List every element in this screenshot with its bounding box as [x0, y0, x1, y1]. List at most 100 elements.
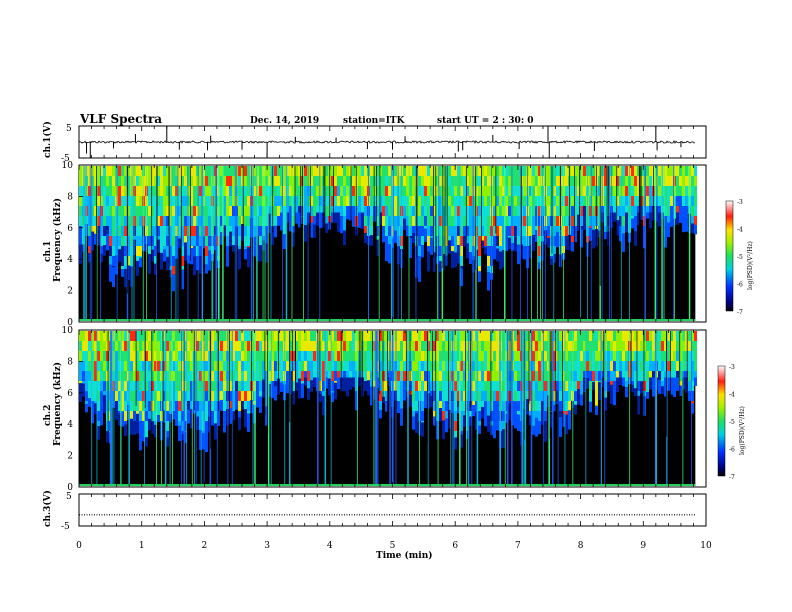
ch2-spec-cell-75 — [103, 391, 106, 396]
ch2-spec-cell-1532 — [592, 382, 595, 391]
ch1-spec-cell-1145 — [469, 216, 472, 226]
ch1-spec-cell-151 — [124, 266, 127, 270]
ch1-spec-cell-1201 — [484, 247, 487, 255]
ch1-spec-cell-1354 — [532, 226, 535, 236]
ch1-spec-cell-555 — [247, 226, 250, 236]
ch2-spec-cell-567 — [247, 411, 250, 414]
ch1-spec-cell-186 — [136, 176, 139, 186]
ch2-spec-cell-191 — [139, 341, 142, 351]
ch1-spec-cell-296 — [169, 166, 172, 176]
ch2-spec-cell-960 — [412, 416, 415, 430]
ch2-spec-cell-18 — [85, 371, 88, 381]
ch2-spec-cell-1631 — [637, 351, 640, 361]
ch1-spec-cell-1076 — [448, 206, 451, 216]
ch1-spec-cell-1374 — [538, 262, 541, 270]
ch2-spec-cell-242 — [151, 391, 154, 401]
ch2-spec-cell-1296 — [514, 401, 517, 411]
ch1-spec-cell-380 — [193, 176, 196, 186]
ch2-spec-cell-1640 — [640, 361, 643, 371]
ch1-spec-cell-1242 — [496, 236, 499, 246]
ch2-spec-cell-406 — [199, 381, 202, 391]
ch2-spec-cell-659 — [286, 341, 289, 351]
ch1-spec-cell-530 — [238, 246, 241, 250]
ch2-spec-cell-907 — [394, 371, 397, 381]
ch1-spec-cell-45 — [94, 186, 97, 196]
ch1-spec-cell-328 — [175, 240, 178, 259]
ch1-spec-cell-567 — [253, 176, 256, 186]
ch2-spec-cell-1221 — [493, 361, 496, 371]
ch1-spec-cell-1179 — [478, 246, 481, 256]
ch2-spec-cell-864 — [379, 351, 382, 361]
ch2-spec-cell-878 — [382, 396, 385, 404]
ch1-spec-cell-1075 — [448, 196, 451, 206]
ch1-colorbar-tick-4: -7 — [737, 309, 743, 316]
ch2-spec-cell-1182 — [481, 361, 484, 371]
ch1-spec-cell-392 — [196, 186, 199, 196]
ch1-colorbar-tick-2: -5 — [737, 254, 743, 261]
ch1-spec-cell-1304 — [517, 196, 520, 206]
ch2-spec-cell-132 — [121, 361, 124, 371]
ch2-spec-cell-9 — [82, 351, 85, 361]
ch1-spec-cell-512 — [232, 236, 235, 245]
x-tick-label-9: 9 — [640, 541, 646, 551]
ch1-spec-cell-1640 — [640, 196, 643, 206]
ch1-spec-cell-1095 — [454, 206, 457, 216]
ch2-spec-cell-1590 — [619, 331, 622, 341]
ch2-spec-cell-1576 — [610, 384, 613, 405]
ch1-spec-cell-671 — [292, 226, 295, 233]
ch1-spec-cell-905 — [394, 186, 397, 196]
ch1-spec-cell-605 — [265, 196, 268, 206]
ch1-spec-cell-320 — [175, 166, 178, 176]
ch1-spec-cell-1410 — [550, 256, 553, 259]
ch2-spec-cell-660 — [286, 351, 289, 361]
ch1-spec-cell-1623 — [634, 166, 637, 176]
ch1-spec-cell-673 — [295, 166, 298, 176]
ch1-spec-cell-788 — [346, 206, 349, 213]
ch1-spec-cell-649 — [283, 206, 286, 216]
ch1-spec-cell-937 — [403, 218, 406, 231]
ch2-spec-cell-1656 — [646, 371, 649, 381]
ch1-spec-cell-669 — [292, 206, 295, 216]
ch1-spec-cell-58 — [97, 231, 100, 246]
ch1-spec-cell-196 — [139, 166, 142, 176]
ch1-spec-cell-682 — [298, 196, 301, 206]
ch2-spec-cell-1198 — [487, 341, 490, 351]
ch2-spec-cell-739 — [322, 351, 325, 361]
ch2-spec-cell-845 — [370, 361, 373, 371]
ch2-spec-cell-1115 — [460, 431, 463, 435]
ch1-spec-cell-532 — [241, 166, 244, 176]
ch1-spec-cell-934 — [403, 196, 406, 206]
ch2-spec-cell-1064 — [445, 401, 448, 411]
ch1-spec-cell-1098 — [454, 236, 457, 246]
ch2-spec-cell-420 — [202, 411, 205, 421]
ch2-spec-cell-280 — [163, 341, 166, 351]
ch1-spec-cell-143 — [124, 186, 127, 196]
ch2-spec-cell-1164 — [475, 391, 478, 401]
ch2-spec-cell-867 — [379, 381, 382, 391]
ch1-spec-cell-894 — [391, 166, 394, 176]
ch2-spec-cell-414 — [202, 351, 205, 361]
ch2-spec-cell-616 — [265, 406, 268, 426]
ch2-spec-cell-19 — [85, 381, 88, 391]
ch2-spec-cell-557 — [244, 401, 247, 410]
ch1-spec-cell-247 — [154, 186, 157, 196]
ch1-spec-cell-1499 — [583, 176, 586, 186]
ch2-spec-cell-1123 — [463, 391, 466, 401]
ch2-spec-cell-462 — [214, 391, 217, 401]
ch2-spec-cell-1210 — [490, 361, 493, 371]
ch2-spec-cell-232 — [148, 391, 151, 401]
ch2-spec-cell-48 — [94, 403, 97, 415]
ch2-spec-cell-1383 — [541, 361, 544, 371]
ch2-spec-cell-1515 — [586, 371, 589, 379]
ch1-spec-cell-1178 — [478, 236, 481, 246]
ch2-spec-cell-1023 — [433, 391, 436, 401]
ch1-spec-cell-1340 — [529, 176, 532, 186]
ch1-spec-cell-1453 — [565, 196, 568, 206]
ch1-spec-cell-1045 — [439, 206, 442, 216]
ch2-spec-cell-1505 — [583, 331, 586, 341]
ch2-spec-cell-1125 — [463, 411, 466, 416]
ch2-spec-cell-917 — [397, 401, 400, 403]
ch2-spec-cell-205 — [142, 361, 145, 371]
ch1-spec-cell-1693 — [664, 226, 667, 228]
ch1-spec-cell-1319 — [523, 166, 526, 176]
